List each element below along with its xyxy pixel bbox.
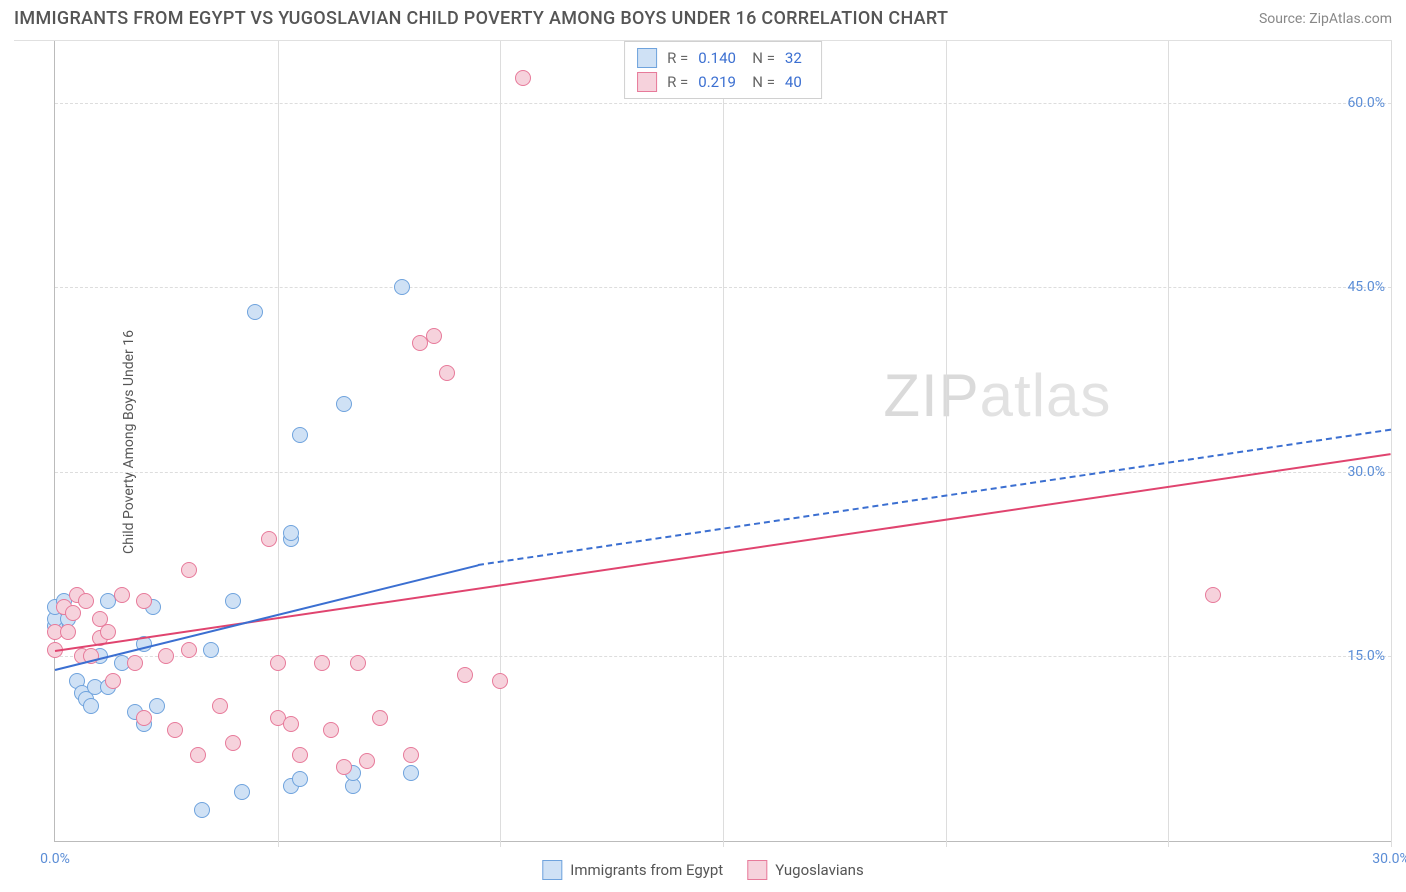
data-point-egypt [225,593,241,609]
data-point-yugoslavians [283,716,299,732]
data-point-yugoslavians [292,747,308,763]
data-point-egypt [283,525,299,541]
legend-item-egypt: Immigrants from Egypt [542,860,723,880]
data-point-egypt [394,279,410,295]
data-point-yugoslavians [212,698,228,714]
data-point-yugoslavians [336,759,352,775]
data-point-yugoslavians [403,747,419,763]
y-tick-label: 60.0% [1347,95,1385,111]
n-value-yugoslavians: 40 [785,73,809,91]
data-point-egypt [292,771,308,787]
data-point-egypt [292,427,308,443]
data-point-yugoslavians [136,593,152,609]
y-tick-label: 45.0% [1347,279,1385,295]
data-point-egypt [247,304,263,320]
swatch-yugoslavians [637,72,657,92]
legend-item-yugoslavians: Yugoslavians [747,860,864,880]
n-label: N = [752,49,775,67]
gridline-v [1391,41,1392,847]
data-point-yugoslavians [314,655,330,671]
data-point-egypt [194,802,210,818]
n-value-egypt: 32 [785,49,809,67]
data-point-yugoslavians [426,328,442,344]
plot-area: R = 0.140 N = 32 R = 0.219 N = 40 ZIPatl… [54,41,1391,842]
data-point-egypt [403,765,419,781]
data-point-yugoslavians [323,722,339,738]
data-point-yugoslavians [78,593,94,609]
data-point-yugoslavians [350,655,366,671]
correlation-legend: R = 0.140 N = 32 R = 0.219 N = 40 [624,41,822,99]
data-point-yugoslavians [181,642,197,658]
data-point-yugoslavians [127,655,143,671]
swatch-yugoslavians-icon [747,860,767,880]
swatch-egypt [637,48,657,68]
data-point-yugoslavians [359,753,375,769]
data-point-yugoslavians [225,735,241,751]
data-point-yugoslavians [65,605,81,621]
r-value-egypt: 0.140 [698,49,742,67]
legend-row-yugoslavians: R = 0.219 N = 40 [627,70,819,94]
x-tick-label: 0.0% [40,851,70,867]
chart-container: Child Poverty Among Boys Under 16 R = 0.… [14,40,1392,842]
gridline-v [500,41,501,847]
gridline-v [1168,41,1169,847]
legend-row-egypt: R = 0.140 N = 32 [627,46,819,70]
data-point-yugoslavians [492,673,508,689]
data-point-yugoslavians [439,365,455,381]
r-label: R = [667,73,688,91]
data-point-yugoslavians [372,710,388,726]
data-point-egypt [83,698,99,714]
swatch-egypt-icon [542,860,562,880]
data-point-yugoslavians [457,667,473,683]
source-label: Source: ZipAtlas.com [1259,11,1392,27]
x-tick-label: 30.0% [1372,851,1406,867]
data-point-yugoslavians [1205,587,1221,603]
r-label: R = [667,49,688,67]
trend-line [55,564,479,671]
data-point-yugoslavians [190,747,206,763]
gridline-v [946,41,947,847]
y-tick-label: 30.0% [1347,464,1385,480]
chart-title: IMMIGRANTS FROM EGYPT VS YUGOSLAVIAN CHI… [14,8,948,29]
data-point-yugoslavians [136,710,152,726]
y-tick-label: 15.0% [1347,648,1385,664]
data-point-egypt [234,784,250,800]
watermark-bold: ZIP [883,362,979,429]
n-label: N = [752,73,775,91]
data-point-yugoslavians [60,624,76,640]
data-point-egypt [336,396,352,412]
data-point-yugoslavians [261,531,277,547]
data-point-yugoslavians [158,648,174,664]
trend-line [478,429,1391,566]
bottom-legend: Immigrants from Egypt Yugoslavians [542,860,863,880]
gridline-v [723,41,724,847]
data-point-yugoslavians [114,587,130,603]
data-point-yugoslavians [515,70,531,86]
data-point-egypt [149,698,165,714]
watermark: ZIPatlas [883,361,1111,430]
data-point-yugoslavians [105,673,121,689]
data-point-yugoslavians [270,655,286,671]
data-point-yugoslavians [181,562,197,578]
legend-label-egypt: Immigrants from Egypt [570,861,723,879]
data-point-yugoslavians [100,624,116,640]
data-point-egypt [203,642,219,658]
r-value-yugoslavians: 0.219 [698,73,742,91]
gridline-v [278,41,279,847]
data-point-yugoslavians [167,722,183,738]
watermark-light: atlas [980,362,1112,429]
legend-label-yugoslavians: Yugoslavians [775,861,864,879]
